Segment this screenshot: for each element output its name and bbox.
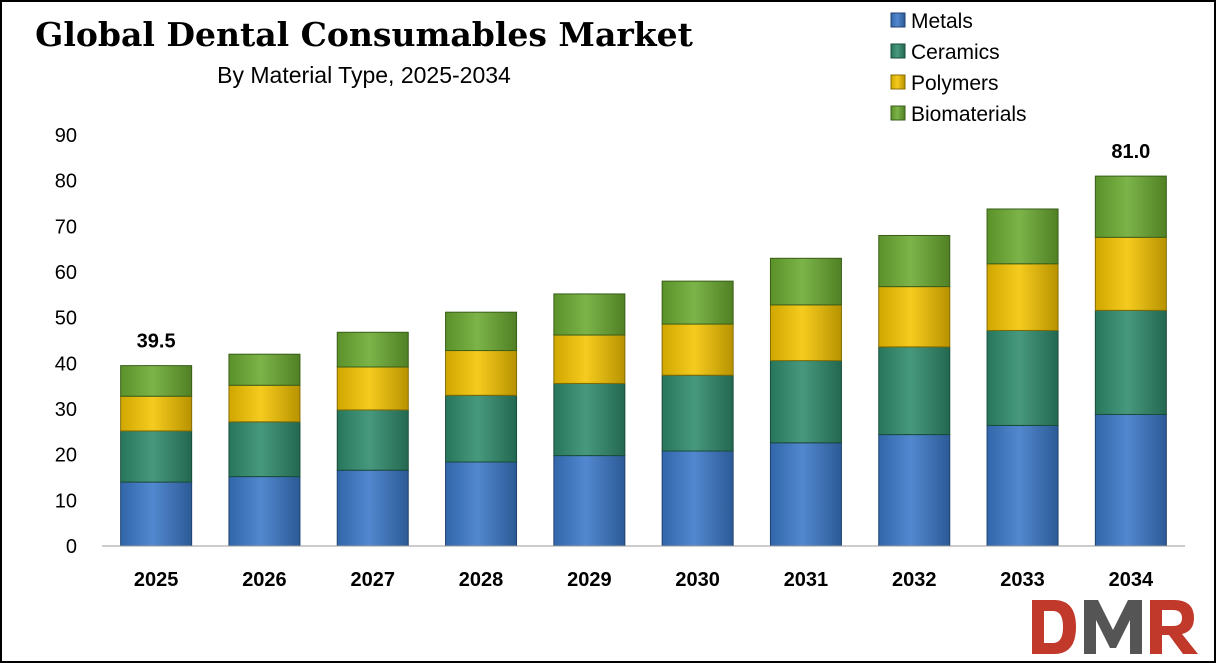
legend-label: Biomaterials (911, 103, 1027, 126)
x-tick-label: 2033 (1000, 569, 1045, 591)
legend-item-ceramics: Ceramics (890, 41, 1000, 64)
bar-stack-2025 (120, 365, 193, 547)
bar-stack-2026 (228, 353, 301, 547)
y-tick-label: 90 (55, 125, 77, 147)
bar-ceramics-2034 (1094, 309, 1167, 415)
bar-stack-2029 (553, 293, 626, 547)
x-tick-label: 2032 (892, 569, 937, 591)
bar-polymers-2027 (336, 366, 409, 411)
data-label-2025: 39.5 (137, 331, 176, 353)
bar-metals-2034 (1094, 413, 1167, 547)
bar-biomaterials-2034 (1094, 175, 1167, 238)
bar-ceramics-2028 (445, 394, 518, 463)
legend-item-metals: Metals (890, 10, 973, 33)
bar-biomaterials-2025 (120, 365, 193, 397)
x-axis: 2025 2026 2027 2028 2029 2030 2031 2032 2033 2034 (134, 569, 1154, 591)
x-tick-label: 2034 (1109, 569, 1154, 591)
bar-polymers-2032 (878, 286, 951, 348)
bar-biomaterials-2029 (553, 293, 626, 336)
x-tick-label: 2025 (134, 569, 179, 591)
legend-item-biomaterials: Biomaterials (890, 103, 1027, 126)
bar-polymers-2030 (661, 323, 734, 376)
bar-polymers-2026 (228, 384, 301, 423)
bar-polymers-2028 (445, 350, 518, 396)
chart-subtitle: By Material Type, 2025-2034 (217, 62, 511, 88)
bar-metals-2029 (553, 455, 626, 547)
bar-stack-2028 (445, 311, 518, 547)
bar-stack-2034 (1094, 175, 1167, 547)
bar-biomaterials-2033 (986, 208, 1059, 265)
bar-ceramics-2033 (986, 329, 1059, 426)
y-tick-label: 60 (55, 262, 77, 284)
y-tick-label: 20 (55, 445, 77, 467)
x-tick-label: 2028 (459, 569, 504, 591)
y-tick-label: 50 (55, 308, 77, 330)
bar-biomaterials-2032 (878, 234, 951, 288)
bar-ceramics-2026 (228, 421, 301, 478)
bar-ceramics-2031 (769, 360, 842, 444)
bar-metals-2032 (878, 434, 951, 547)
bar-metals-2028 (445, 461, 518, 547)
bar-stack-2033 (986, 208, 1059, 547)
y-tick-label: 0 (66, 536, 77, 558)
legend-label: Polymers (911, 72, 999, 95)
legend-label: Ceramics (911, 41, 1000, 64)
bar-metals-2030 (661, 450, 734, 547)
legend-swatch (890, 43, 906, 59)
legend-swatch (890, 74, 906, 90)
bar-metals-2027 (336, 469, 409, 547)
bar-biomaterials-2031 (769, 257, 842, 306)
bar-biomaterials-2026 (228, 353, 301, 386)
bar-metals-2033 (986, 424, 1059, 547)
bar-ceramics-2032 (878, 346, 951, 436)
bar-ceramics-2025 (120, 430, 193, 483)
bar-polymers-2034 (1094, 236, 1167, 311)
bar-biomaterials-2030 (661, 280, 734, 325)
legend-label: Metals (911, 10, 973, 33)
y-tick-label: 40 (55, 353, 77, 375)
y-tick-label: 30 (55, 399, 77, 421)
x-tick-label: 2030 (675, 569, 720, 591)
bar-ceramics-2030 (661, 374, 734, 452)
bar-metals-2031 (769, 442, 842, 547)
bar-stack-2032 (878, 234, 951, 547)
bar-ceramics-2027 (336, 409, 409, 471)
dmr-logo (1032, 600, 1198, 654)
bar-metals-2026 (228, 476, 301, 547)
bar-biomaterials-2027 (336, 331, 409, 368)
bars (120, 175, 1167, 547)
legend-item-polymers: Polymers (890, 72, 999, 95)
x-tick-label: 2027 (351, 569, 396, 591)
y-tick-label: 10 (55, 490, 77, 512)
legend-swatch (890, 12, 906, 28)
bar-polymers-2031 (769, 304, 842, 362)
bar-stack-2031 (769, 257, 842, 547)
data-label-2034: 81.0 (1111, 141, 1150, 163)
x-tick-label: 2031 (784, 569, 829, 591)
y-axis: 0 10 20 30 40 50 60 70 80 90 (55, 125, 77, 558)
y-tick-label: 80 (55, 171, 77, 193)
bar-metals-2025 (120, 481, 193, 547)
bar-polymers-2029 (553, 334, 626, 384)
bar-polymers-2033 (986, 263, 1059, 331)
data-labels: 39.5 81.0 (137, 141, 1151, 353)
chart-title: Global Dental Consumables Market (35, 15, 693, 54)
bar-ceramics-2029 (553, 382, 626, 457)
bar-polymers-2025 (120, 395, 193, 432)
legend: Metals Ceramics Polymers Biomaterials (890, 10, 1027, 126)
bar-stack-2027 (336, 331, 409, 547)
x-tick-label: 2026 (242, 569, 287, 591)
legend-swatch (890, 105, 906, 121)
bar-biomaterials-2028 (445, 311, 518, 352)
y-tick-label: 70 (55, 216, 77, 238)
x-tick-label: 2029 (567, 569, 612, 591)
bar-stack-2030 (661, 280, 734, 547)
